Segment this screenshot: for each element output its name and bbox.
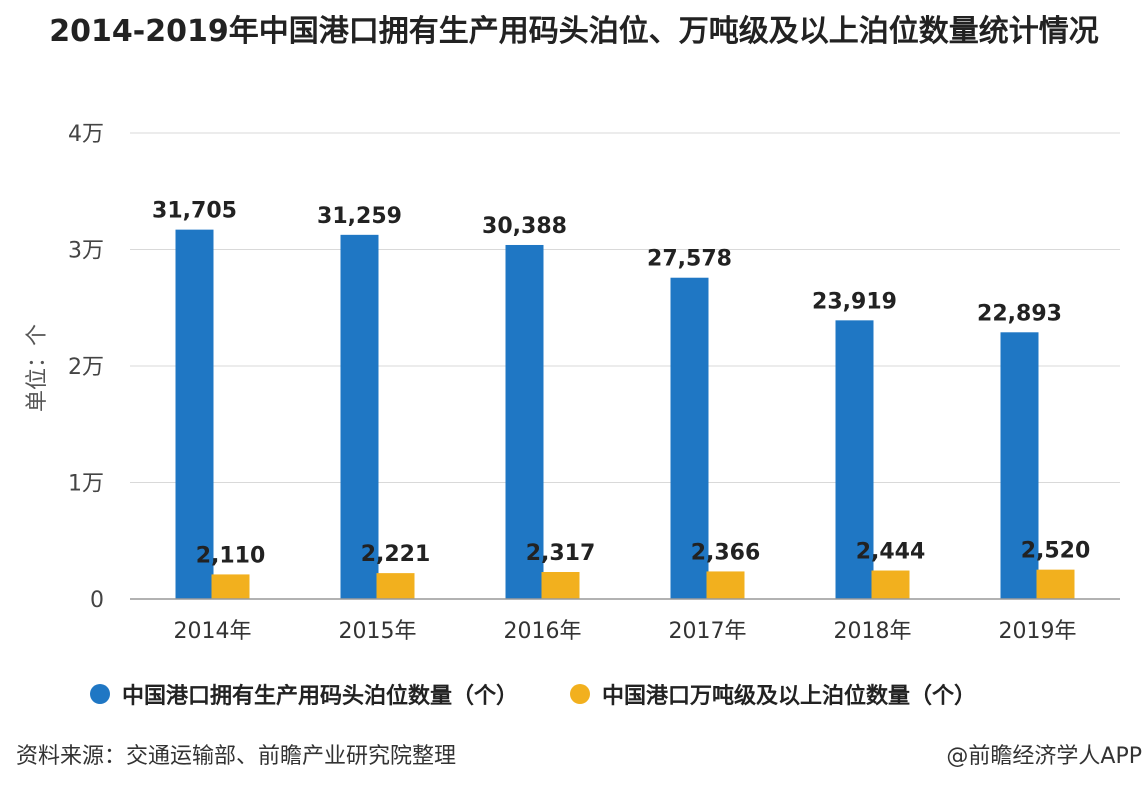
- x-tick-label: 2017年: [669, 619, 747, 644]
- bar-10k-ton-berths: [871, 570, 910, 599]
- gridlines: [130, 132, 1120, 483]
- x-tick-label: 2015年: [339, 619, 417, 644]
- legend-item-berths: 中国港口拥有生产用码头泊位数量（个）: [90, 678, 518, 710]
- bar-10k-ton-berths: [706, 571, 745, 599]
- bar-10k-ton-berths: [211, 574, 250, 599]
- legend: 中国港口拥有生产用码头泊位数量（个） 中国港口万吨级及以上泊位数量（个）: [90, 676, 1108, 712]
- bar-berths: [835, 320, 874, 599]
- bar-berths: [340, 234, 379, 600]
- data-labels: 31,705 2,110 31,259 2,221 30,388 2,317 27,578 2…: [152, 199, 1090, 569]
- y-tick-label: 4万: [68, 122, 104, 147]
- data-label-berths: 31,259: [317, 204, 402, 229]
- legend-item-10k-ton-berths: 中国港口万吨级及以上泊位数量（个）: [570, 678, 976, 710]
- source-note: 资料来源：交通运输部、前瞻产业研究院整理: [16, 744, 457, 769]
- data-label-10k-ton-berths: 2,317: [526, 541, 596, 566]
- x-tick-label: 2014年: [174, 619, 252, 644]
- x-tick-label: 2019年: [999, 619, 1077, 644]
- x-axis-tick-labels: 2014年 2015年 2016年 2017年 2018年 2019年: [174, 619, 1077, 644]
- data-label-10k-ton-berths: 2,366: [691, 540, 761, 565]
- y-tick-label: 3万: [68, 239, 104, 264]
- footer: 资料来源：交通运输部、前瞻产业研究院整理 @前瞻经济学人APP: [0, 738, 1148, 778]
- y-axis-tick-labels: 0 1万 2万 3万 4万: [68, 122, 104, 613]
- bars: [175, 229, 1075, 600]
- y-axis-label: 单位：个: [25, 324, 50, 412]
- y-tick-label: 2万: [68, 355, 104, 380]
- bar-10k-ton-berths: [376, 573, 415, 599]
- bar-berths: [1000, 332, 1039, 599]
- bar-berths: [670, 277, 709, 599]
- data-label-berths: 22,893: [977, 301, 1062, 326]
- data-label-berths: 31,705: [152, 199, 237, 224]
- legend-swatch-orange: [570, 684, 591, 704]
- chart-title: 2014-2019年中国港口拥有生产用码头泊位、万吨级及以上泊位数量统计情况: [49, 14, 1099, 49]
- legend-swatch-blue: [90, 684, 110, 704]
- bar-10k-ton-berths: [541, 572, 580, 599]
- data-label-10k-ton-berths: 2,444: [856, 540, 926, 565]
- data-label-berths: 23,919: [812, 289, 897, 314]
- legend-label-berths: 中国港口拥有生产用码头泊位数量（个）: [122, 684, 519, 709]
- data-label-berths: 27,578: [647, 247, 732, 272]
- y-tick-label: 0: [90, 588, 104, 613]
- credit-note: @前瞻经济学人APP: [946, 744, 1142, 769]
- data-label-10k-ton-berths: 2,110: [196, 543, 266, 568]
- bar-berths: [505, 244, 544, 599]
- x-tick-label: 2018年: [834, 619, 912, 644]
- data-label-10k-ton-berths: 2,221: [361, 542, 431, 567]
- y-tick-label: 1万: [68, 472, 104, 497]
- bar-10k-ton-berths: [1036, 569, 1075, 599]
- data-label-berths: 30,388: [482, 214, 567, 239]
- bar-berths: [175, 229, 214, 599]
- data-label-10k-ton-berths: 2,520: [1021, 539, 1091, 564]
- legend-label-10k-ton-berths: 中国港口万吨级及以上泊位数量（个）: [602, 684, 977, 709]
- x-tick-label: 2016年: [504, 619, 582, 644]
- bar-chart: 0 1万 2万 3万 4万 单位：个 31,705 2,110 31,259 2,221 30,…: [25, 122, 1120, 644]
